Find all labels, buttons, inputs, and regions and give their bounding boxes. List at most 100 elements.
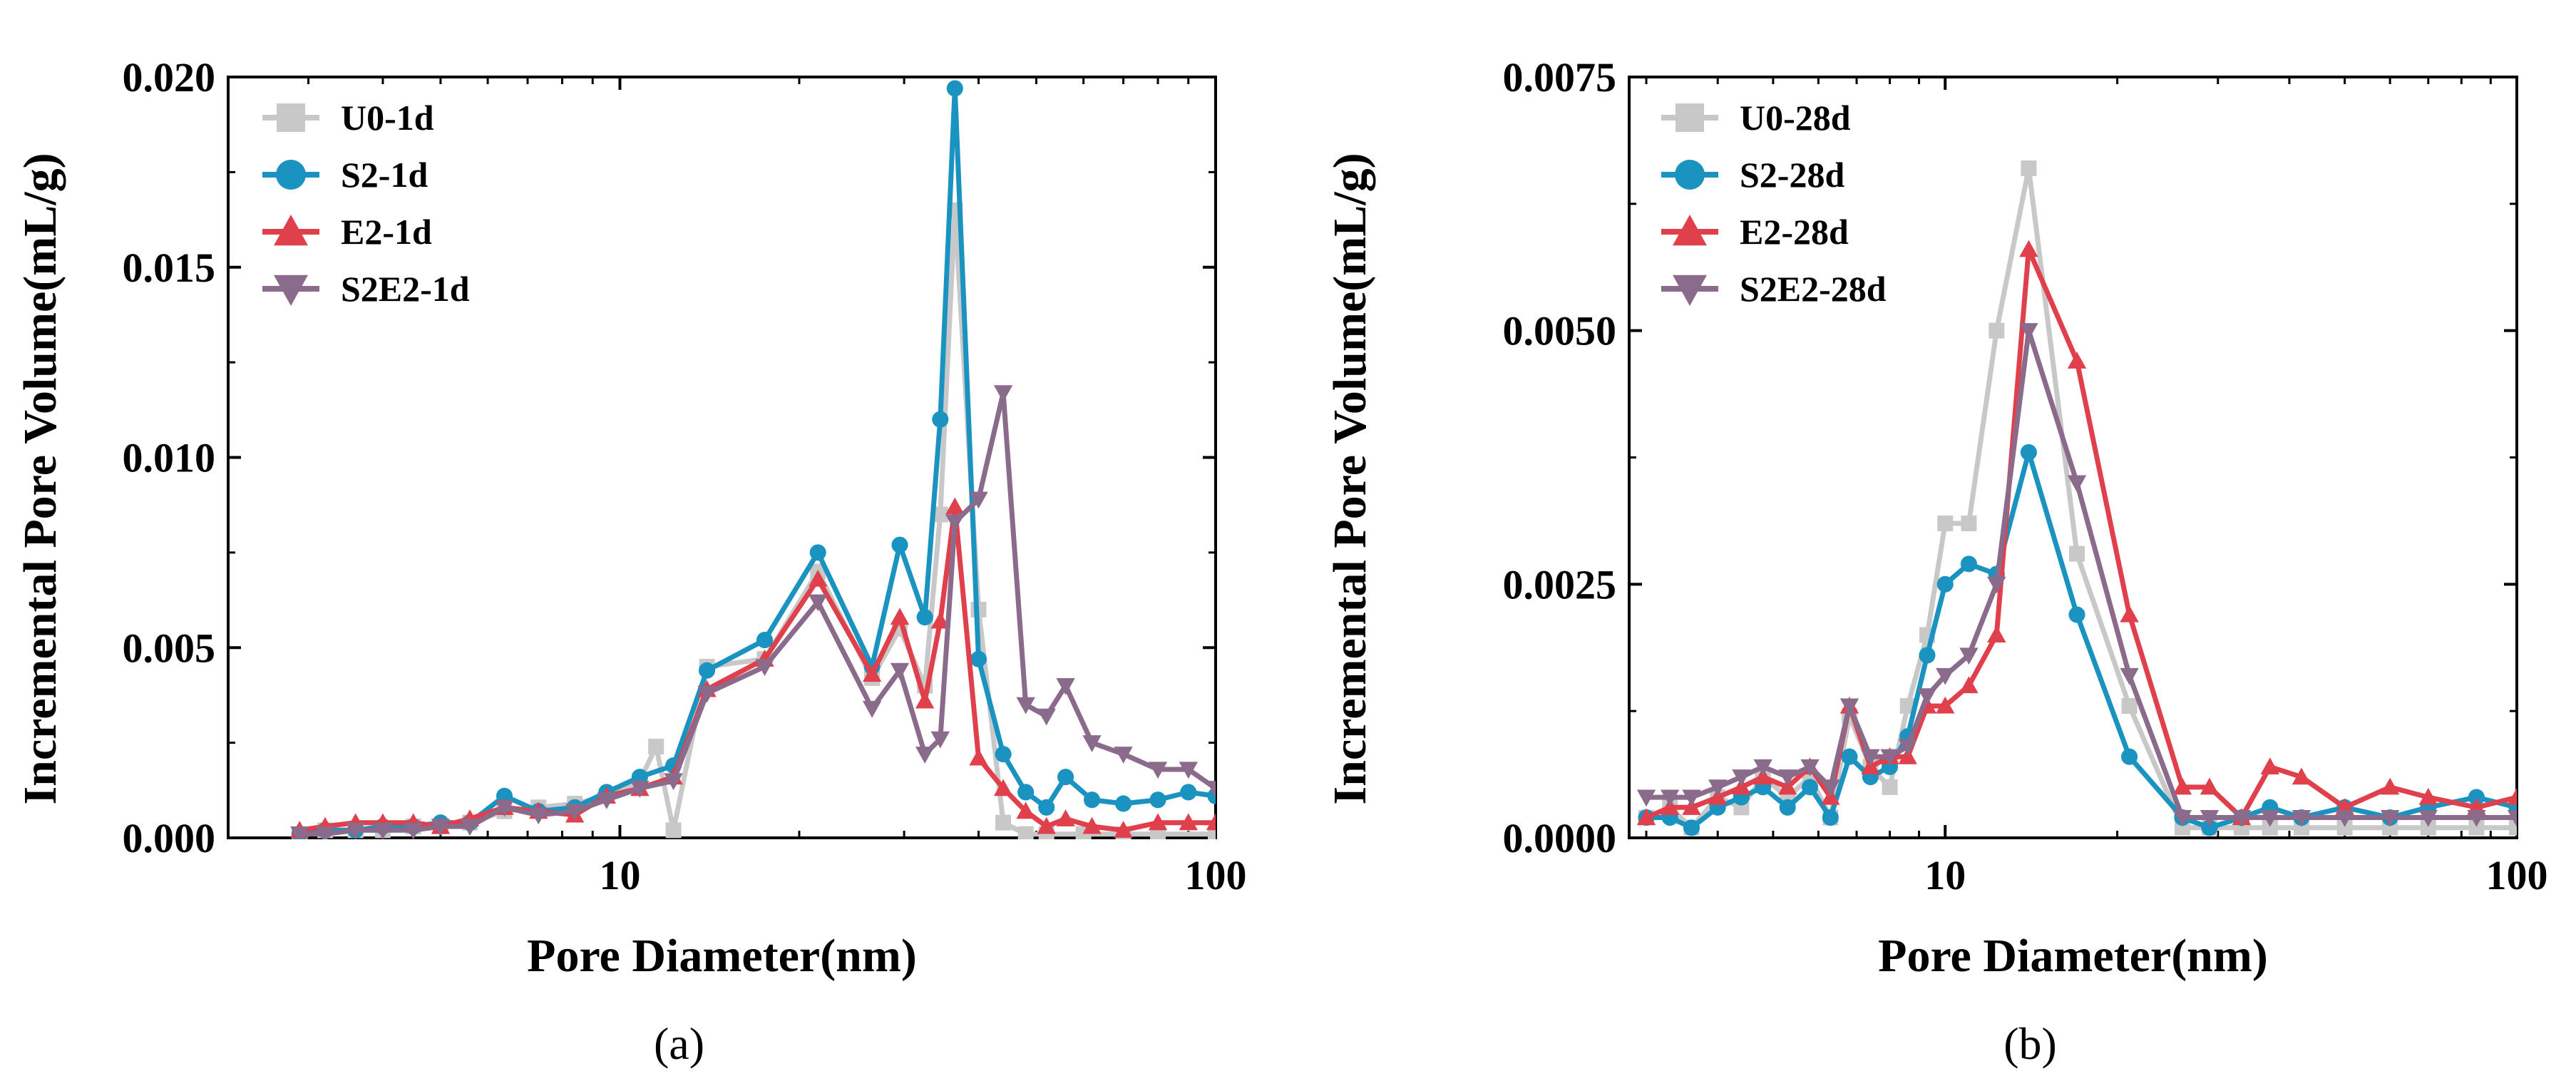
data-point-S2E2-28d	[1898, 739, 1917, 757]
legend-marker-S2E2-1d	[274, 275, 308, 306]
data-point-S2E2-1d	[495, 799, 514, 817]
data-point-S2E2-1d	[597, 792, 617, 809]
data-point-S2E2-1d	[809, 594, 828, 612]
panel-label: (b)	[2003, 1018, 2057, 1069]
data-point-E2-28d	[2418, 787, 2438, 805]
data-point-S2-28d	[2121, 748, 2138, 765]
data-point-E2-28d	[2507, 787, 2517, 805]
data-point-S2-1d	[1180, 784, 1197, 801]
series-group	[1636, 160, 2517, 836]
data-point-S2E2-28d	[2335, 809, 2354, 827]
legend-label-E2-28d: E2-28d	[1740, 212, 1849, 252]
legend-marker-U0-28d	[1676, 103, 1704, 132]
series-line-S2E2-1d	[299, 390, 1216, 837]
data-point-S2E2-28d	[2380, 809, 2400, 827]
legend-marker-U0-1d	[277, 103, 305, 132]
legend-marker-E2-28d	[1673, 215, 1707, 246]
legend-label-S2-28d: S2-28d	[1740, 155, 1844, 195]
data-point-S2-1d	[932, 411, 949, 428]
data-point-U0-28d	[2336, 819, 2353, 836]
data-point-S2E2-28d	[2200, 809, 2220, 827]
data-point-S2E2-28d	[2019, 323, 2038, 340]
legend-marker-E2-1d	[274, 215, 308, 246]
data-point-E2-28d	[2380, 777, 2400, 795]
data-point-S2E2-1d	[969, 491, 988, 509]
data-point-U0-1d	[995, 814, 1012, 831]
data-point-E2-1d	[1148, 813, 1168, 831]
data-point-E2-1d	[1082, 816, 1102, 834]
data-point-S2E2-28d	[2260, 809, 2280, 827]
panel-b: 0.0000 0.0025 0.0050 0.0075 10 100 Pore Diamet…	[1324, 54, 2548, 1069]
data-point-S2E2-28d	[1682, 789, 1701, 807]
data-point-S2E2-1d	[993, 385, 1013, 403]
x-tick-label: 100	[1185, 852, 1247, 898]
data-point-E2-1d	[993, 779, 1013, 796]
data-point-S2E2-1d	[915, 747, 935, 764]
data-point-S2E2-1d	[460, 819, 480, 836]
data-point-S2E2-28d	[2418, 809, 2438, 827]
legend-label-S2E2-1d: S2E2-1d	[341, 269, 470, 309]
data-point-S2E2-1d	[1056, 678, 1075, 695]
data-point-S2E2-1d	[565, 804, 585, 821]
data-point-S2-28d	[2201, 819, 2218, 836]
data-point-S2E2-28d	[1959, 647, 1979, 665]
y-tick-label: 0.0025	[1503, 561, 1617, 608]
y-tick-label: 0.0050	[1503, 308, 1617, 354]
data-point-S2-28d	[1841, 748, 1858, 765]
data-point-S2-28d	[1683, 819, 1700, 836]
data-point-S2E2-28d	[1661, 789, 1680, 807]
data-point-E2-28d	[2292, 767, 2311, 785]
data-point-E2-28d	[2067, 352, 2087, 369]
data-point-S2E2-1d	[1114, 747, 1133, 764]
data-point-E2-1d	[1114, 821, 1133, 838]
data-point-S2-28d	[1779, 799, 1796, 816]
x-axis-title: Pore Diameter(nm)	[1878, 930, 2268, 982]
data-point-S2-1d	[1149, 791, 1166, 809]
data-point-U0-28d	[1937, 515, 1954, 531]
data-point-S2E2-28d	[1636, 789, 1656, 807]
data-point-U0-1d	[648, 738, 664, 754]
data-point-S2-1d	[756, 632, 774, 649]
data-point-S2E2-28d	[1917, 688, 1937, 706]
data-point-S2-1d	[1057, 769, 1074, 786]
data-point-S2E2-1d	[664, 773, 683, 791]
data-point-S2-1d	[1017, 784, 1035, 801]
data-point-S2-1d	[946, 80, 963, 97]
data-point-E2-28d	[1936, 696, 1955, 714]
data-point-E2-1d	[890, 608, 910, 625]
data-point-S2-28d	[2468, 789, 2485, 806]
data-point-E2-1d	[1206, 813, 1216, 831]
data-point-S2-28d	[1802, 779, 1819, 796]
x-tick-label: 10	[599, 852, 640, 898]
data-point-S2-1d	[698, 662, 716, 679]
data-point-U0-1d	[932, 506, 948, 523]
y-tick-label: 0.0075	[1503, 54, 1617, 101]
data-point-S2E2-1d	[1082, 735, 1102, 752]
data-point-U0-1d	[1017, 826, 1034, 839]
data-point-U0-28d	[2509, 819, 2517, 836]
y-tick-label: 0.015	[123, 245, 216, 291]
legend-label-U0-1d: U0-1d	[341, 98, 434, 138]
data-point-S2-1d	[891, 536, 908, 553]
data-point-S2-1d	[809, 544, 826, 561]
data-point-E2-28d	[1959, 676, 1979, 694]
data-point-U0-28d	[1882, 779, 1898, 795]
data-point-E2-1d	[809, 570, 828, 587]
data-point-S2E2-28d	[1861, 749, 1880, 767]
legend-label-S2E2-28d: S2E2-28d	[1740, 269, 1887, 309]
data-point-S2-28d	[1919, 647, 1936, 664]
data-point-S2E2-1d	[1016, 697, 1035, 714]
data-point-S2E2-28d	[1987, 576, 2006, 594]
x-axis-title: Pore Diameter(nm)	[527, 930, 917, 982]
data-point-S2E2-1d	[862, 701, 882, 718]
data-point-S2E2-1d	[945, 514, 965, 532]
data-point-S2E2-28d	[1821, 779, 1840, 797]
y-tick-label: 0.000	[123, 815, 216, 861]
data-point-S2E2-28d	[1732, 769, 1751, 787]
data-point-E2-28d	[2260, 757, 2280, 774]
data-point-S2-28d	[2068, 606, 2085, 623]
series-line-E2-28d	[1645, 247, 2517, 820]
data-point-S2E2-28d	[1753, 759, 1772, 777]
data-point-S2-28d	[1822, 809, 1839, 826]
